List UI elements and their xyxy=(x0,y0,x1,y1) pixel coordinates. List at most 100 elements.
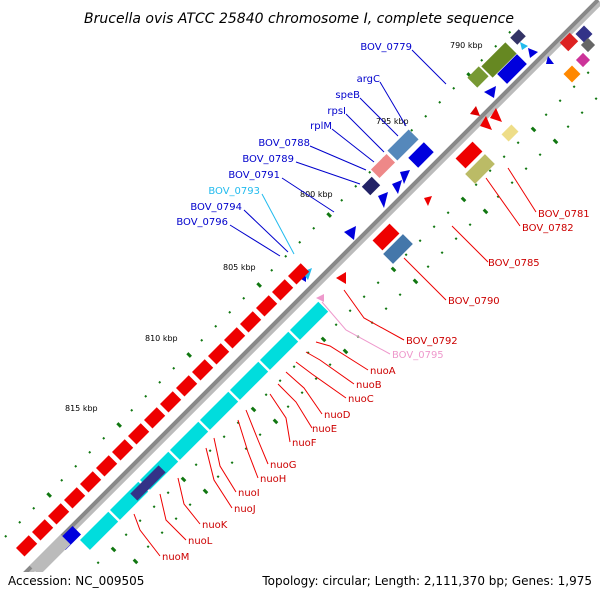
gene-label[interactable]: nuoL xyxy=(188,536,213,547)
nuo-gene[interactable] xyxy=(260,331,299,370)
forward-gene[interactable] xyxy=(175,375,198,397)
gene-feature[interactable] xyxy=(481,42,517,78)
gc-mark xyxy=(144,394,148,398)
gene-label[interactable]: BOV_0788 xyxy=(258,138,310,149)
gene-label[interactable]: BOV_0791 xyxy=(228,170,280,181)
gene-label[interactable]: nuoA xyxy=(370,366,396,377)
gene-label[interactable]: nuoE xyxy=(312,424,337,435)
gene-label[interactable]: BOV_0779 xyxy=(360,42,412,53)
gene-feature[interactable] xyxy=(470,106,480,116)
forward-gene[interactable] xyxy=(64,487,86,509)
nuo-gene[interactable] xyxy=(169,421,209,460)
gene-label[interactable]: nuoI xyxy=(238,488,260,499)
gene-label[interactable]: nuoM xyxy=(162,552,189,563)
gene-feature[interactable] xyxy=(497,54,527,84)
gene-feature[interactable] xyxy=(580,37,596,53)
gene-label[interactable]: rplM xyxy=(310,121,332,132)
gene-feature[interactable] xyxy=(528,48,538,58)
gene-feature[interactable] xyxy=(344,226,356,240)
nuo-gene[interactable] xyxy=(290,301,329,340)
gene-feature[interactable] xyxy=(484,86,496,98)
forward-gene[interactable] xyxy=(288,263,310,285)
gene-feature[interactable] xyxy=(130,465,166,501)
nuo-gene[interactable] xyxy=(80,511,119,550)
gene-feature[interactable] xyxy=(510,29,526,45)
gene-feature[interactable] xyxy=(480,116,492,130)
forward-gene[interactable] xyxy=(144,407,166,429)
gene-label[interactable]: BOV_0782 xyxy=(522,223,574,234)
gene-feature[interactable] xyxy=(316,294,324,302)
gene-feature[interactable] xyxy=(378,192,388,208)
gc-mark xyxy=(508,30,512,34)
gene-feature[interactable] xyxy=(455,141,483,169)
gene-feature[interactable] xyxy=(490,108,502,122)
gene-label[interactable]: BOV_0792 xyxy=(406,336,458,347)
gene-feature[interactable] xyxy=(575,52,591,68)
gc-mark xyxy=(516,141,520,145)
gene-feature[interactable] xyxy=(559,32,579,52)
gene-label[interactable]: nuoG xyxy=(270,460,297,471)
gene-feature[interactable] xyxy=(361,176,381,196)
forward-gene[interactable] xyxy=(47,503,70,525)
forward-gene[interactable] xyxy=(255,295,278,317)
gene-feature[interactable] xyxy=(546,56,554,64)
gc-mark xyxy=(258,433,262,437)
gene-label[interactable]: nuoK xyxy=(202,520,228,531)
gene-feature[interactable] xyxy=(392,180,402,194)
forward-gene[interactable] xyxy=(95,455,118,477)
gene-feature[interactable] xyxy=(387,129,419,161)
gene-label[interactable]: BOV_0796 xyxy=(176,217,228,228)
tick-label: 810 kbp xyxy=(145,334,178,343)
gene-label[interactable]: speB xyxy=(335,90,360,101)
gc-mark xyxy=(216,475,220,479)
gene-feature[interactable] xyxy=(372,223,400,251)
gc-mark xyxy=(524,167,528,171)
gc-mark xyxy=(292,365,296,369)
forward-gene[interactable] xyxy=(191,359,214,381)
gene-feature[interactable] xyxy=(336,272,346,284)
gc-mark xyxy=(398,293,402,297)
gene-label[interactable]: BOV_0789 xyxy=(242,154,294,165)
gene-label[interactable]: BOV_0795 xyxy=(392,350,444,361)
gene-feature[interactable] xyxy=(520,42,528,50)
gene-feature[interactable] xyxy=(400,170,410,184)
forward-gene[interactable] xyxy=(127,423,150,445)
forward-gene[interactable] xyxy=(111,439,134,461)
forward-gene[interactable] xyxy=(223,327,246,349)
forward-gene[interactable] xyxy=(16,535,38,557)
gc-mark xyxy=(454,237,458,241)
gene-label[interactable]: nuoJ xyxy=(234,504,256,515)
forward-gene[interactable] xyxy=(31,519,54,541)
gene-feature[interactable] xyxy=(383,234,413,264)
gene-label[interactable]: argC xyxy=(357,74,380,85)
forward-gene[interactable] xyxy=(79,471,102,493)
forward-gene[interactable] xyxy=(159,391,182,413)
gene-feature[interactable] xyxy=(563,65,581,83)
nuo-gene[interactable] xyxy=(229,361,269,400)
gene-label[interactable]: BOV_0785 xyxy=(488,258,540,269)
gene-label[interactable]: nuoC xyxy=(348,394,374,405)
gene-label[interactable]: BOV_0793 xyxy=(208,186,260,197)
gene-label[interactable]: nuoF xyxy=(292,438,317,449)
forward-gene[interactable] xyxy=(239,311,262,333)
gene-label[interactable]: nuoD xyxy=(324,410,351,421)
gene-feature[interactable] xyxy=(501,124,519,142)
gene-label[interactable]: BOV_0794 xyxy=(190,202,242,213)
gene-label[interactable]: rpsI xyxy=(327,106,346,117)
nuo-gene[interactable] xyxy=(199,391,239,430)
gene-feature[interactable] xyxy=(467,66,489,88)
gene-feature[interactable] xyxy=(370,153,396,179)
gene-label[interactable]: nuoH xyxy=(260,474,286,485)
forward-gene[interactable] xyxy=(272,279,294,301)
gene-label[interactable]: BOV_0781 xyxy=(538,209,590,220)
gene-feature[interactable] xyxy=(408,142,434,168)
gc-mark xyxy=(88,450,92,454)
gene-label[interactable]: BOV_0790 xyxy=(448,296,500,307)
gene-feature[interactable] xyxy=(465,154,495,184)
gene-feature[interactable] xyxy=(424,196,432,206)
gc-mark xyxy=(202,488,209,495)
gene-feature[interactable] xyxy=(29,534,71,576)
gene-label[interactable]: nuoB xyxy=(356,380,382,391)
forward-gene[interactable] xyxy=(207,343,230,365)
